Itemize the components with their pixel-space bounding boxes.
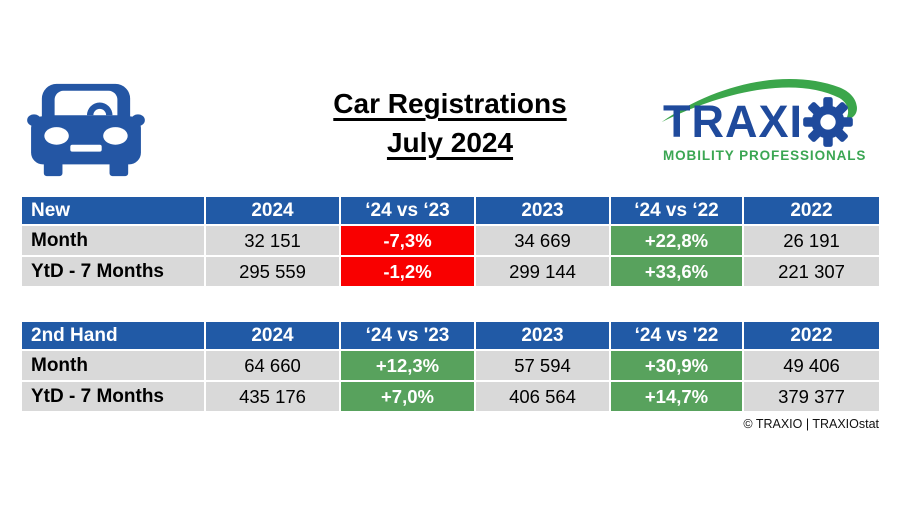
column-header: 2024 — [204, 321, 341, 351]
logo-tagline: MOBILITY PROFESSIONALS — [663, 148, 867, 163]
row-label: Month — [21, 224, 206, 257]
row-label: YtD - 7 Months — [21, 255, 206, 287]
delta-cell: -1,2% — [339, 255, 476, 287]
column-header: 2023 — [474, 196, 611, 226]
value-cell: 49 406 — [742, 349, 880, 382]
column-header: 2022 — [742, 321, 880, 351]
table-row: Month 32 151 -7,3% 34 669 +22,8% 26 191 — [21, 224, 880, 257]
value-cell: 32 151 — [204, 224, 341, 257]
traxio-logo: TRAXI MOBILITY PROFESSIONALS — [653, 68, 893, 172]
table-row: YtD - 7 Months 295 559 -1,2% 299 144 +33,6% 2… — [21, 255, 880, 287]
gear-icon — [803, 97, 853, 147]
delta-cell: -7,3% — [339, 224, 476, 257]
delta-cell: +12,3% — [339, 349, 476, 382]
delta-cell: +30,9% — [609, 349, 744, 382]
delta-cell: +7,0% — [339, 380, 476, 412]
row-label: Month — [21, 349, 206, 382]
column-header: ‘24 vs '23 — [339, 321, 476, 351]
title-line-2: July 2024 — [386, 127, 514, 158]
value-cell: 64 660 — [204, 349, 341, 382]
value-cell: 299 144 — [474, 255, 611, 287]
value-cell: 295 559 — [204, 255, 341, 287]
logo-brand: TRAXI — [663, 94, 854, 148]
value-cell: 57 594 — [474, 349, 611, 382]
column-header: 2022 — [742, 196, 880, 226]
delta-cell: +22,8% — [609, 224, 744, 257]
value-cell: 406 564 — [474, 380, 611, 412]
table-2nd-hand: 2nd Hand 2024 ‘24 vs '23 2023 ‘24 vs '22 2022… — [21, 321, 880, 412]
copyright-credit: © TRAXIO | TRAXIOstat — [743, 417, 879, 431]
table-row: Month 64 660 +12,3% 57 594 +30,9% 49 406 — [21, 349, 880, 382]
value-cell: 435 176 — [204, 380, 341, 412]
title-line-1: Car Registrations — [333, 88, 567, 119]
column-header: 2023 — [474, 321, 611, 351]
column-header: ‘24 vs '22 — [609, 321, 744, 351]
table-title-header: New — [21, 196, 206, 226]
table-row: YtD - 7 Months 435 176 +7,0% 406 564 +14,7% 3… — [21, 380, 880, 412]
column-header: ‘24 vs ‘22 — [609, 196, 744, 226]
swoosh-icon — [661, 79, 857, 123]
column-header: 2024 — [204, 196, 341, 226]
logo-brand-text: TRAXI — [663, 95, 803, 147]
page-title: Car Registrations July 2024 — [0, 84, 900, 162]
delta-cell: +33,6% — [609, 255, 744, 287]
value-cell: 26 191 — [742, 224, 880, 257]
table-title-header: 2nd Hand — [21, 321, 206, 351]
delta-cell: +14,7% — [609, 380, 744, 412]
table-new: New 2024 ‘24 vs ‘23 2023 ‘24 vs ‘22 2022 Month… — [21, 196, 880, 287]
column-header: ‘24 vs ‘23 — [339, 196, 476, 226]
value-cell: 221 307 — [742, 255, 880, 287]
car-front-icon — [27, 83, 145, 177]
value-cell: 34 669 — [474, 224, 611, 257]
value-cell: 379 377 — [742, 380, 880, 412]
row-label: YtD - 7 Months — [21, 380, 206, 412]
